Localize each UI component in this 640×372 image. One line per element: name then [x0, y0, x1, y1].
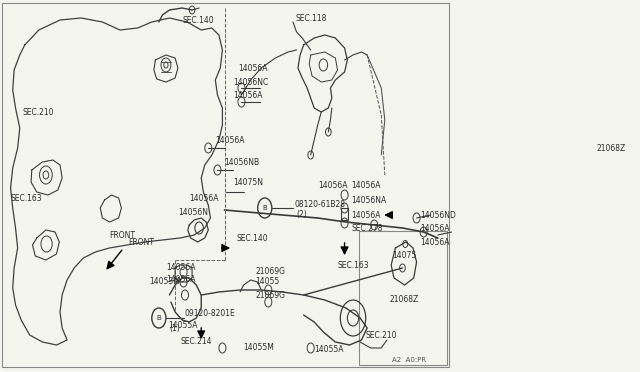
Text: 14056NB: 14056NB	[225, 157, 260, 167]
Text: SEC.163: SEC.163	[337, 260, 369, 269]
Text: 14056NA: 14056NA	[351, 196, 387, 205]
Text: 14056A: 14056A	[351, 211, 381, 219]
Text: SEC.140: SEC.140	[237, 234, 268, 243]
Text: 14056A: 14056A	[317, 180, 348, 189]
Text: 14075: 14075	[392, 250, 416, 260]
Text: 14055A: 14055A	[168, 321, 198, 330]
Text: SEC.278: SEC.278	[351, 224, 383, 232]
Text: B: B	[157, 315, 161, 321]
Text: 14056A: 14056A	[166, 276, 195, 285]
Text: SEC.214: SEC.214	[180, 337, 212, 346]
Text: A2  A0:PR: A2 A0:PR	[392, 357, 426, 363]
Text: 14055: 14055	[255, 278, 280, 286]
Text: SEC.163: SEC.163	[11, 193, 42, 202]
Text: 14056A: 14056A	[189, 193, 219, 202]
Text: 14053M: 14053M	[150, 278, 180, 286]
Text: 14055M: 14055M	[244, 343, 275, 353]
Bar	[359, 231, 447, 365]
Text: 14056ND: 14056ND	[420, 211, 456, 219]
Text: 14055A: 14055A	[314, 346, 344, 355]
Text: 14056A: 14056A	[351, 180, 381, 189]
Text: 14056A: 14056A	[166, 263, 195, 273]
Text: FRONT: FRONT	[129, 237, 154, 247]
Text: 21068Z: 21068Z	[596, 144, 626, 153]
Text: B: B	[262, 205, 267, 211]
Bar	[341, 208, 348, 220]
Text: 21069G: 21069G	[255, 267, 285, 276]
Text: 21068Z: 21068Z	[389, 295, 419, 305]
Text: 14056A: 14056A	[215, 135, 245, 144]
Text: 09120-8201E: 09120-8201E	[185, 310, 236, 318]
Text: FRONT: FRONT	[109, 231, 136, 240]
Text: 14056A: 14056A	[233, 90, 262, 99]
Text: (2): (2)	[296, 209, 307, 218]
Text: SEC.118: SEC.118	[295, 13, 326, 22]
Text: 14056A: 14056A	[420, 224, 450, 232]
Text: SEC.140: SEC.140	[182, 16, 214, 25]
Text: 14056A: 14056A	[420, 237, 450, 247]
Text: 14056N: 14056N	[178, 208, 208, 217]
Text: (1): (1)	[170, 324, 180, 333]
Text: 14056NC: 14056NC	[233, 77, 268, 87]
Text: 21069G: 21069G	[255, 291, 285, 299]
Text: SEC.210: SEC.210	[365, 330, 397, 340]
Text: SEC.210: SEC.210	[22, 108, 54, 116]
Text: 14056A: 14056A	[239, 64, 268, 73]
Text: 14075N: 14075N	[233, 177, 263, 186]
Text: 08120-61B28: 08120-61B28	[294, 199, 346, 208]
